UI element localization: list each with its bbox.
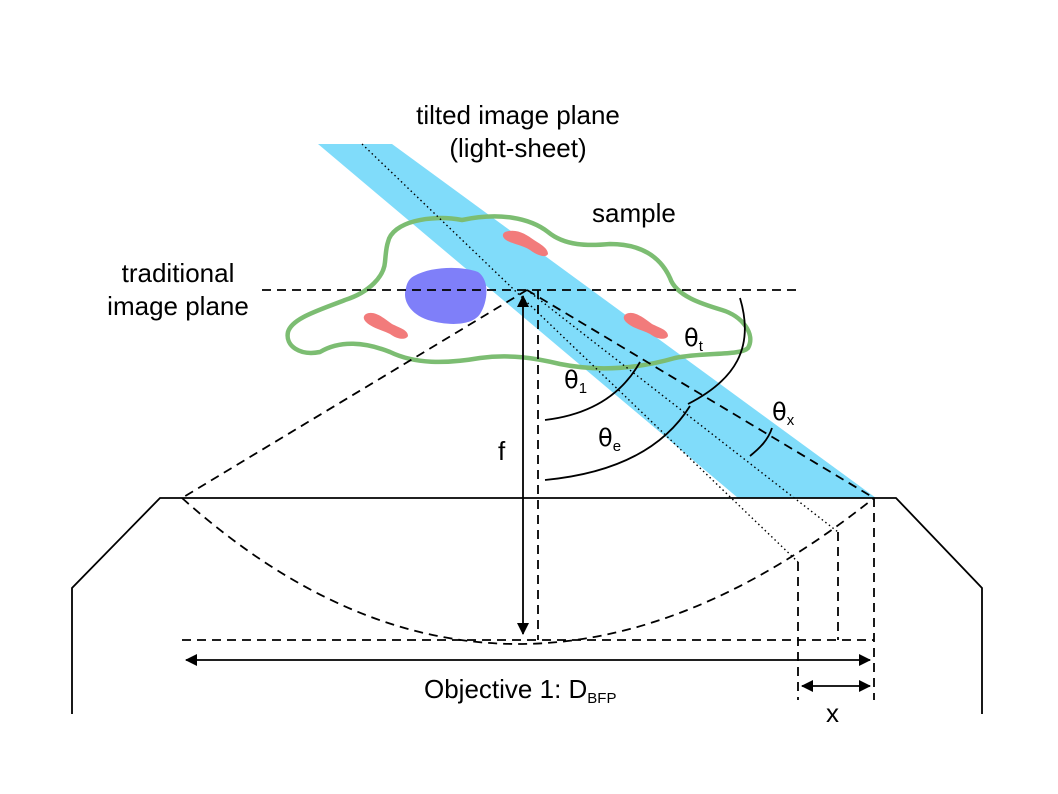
angle-arc-theta-1	[544, 361, 641, 421]
theta-1-subscript: 1	[579, 380, 587, 397]
angle-arc-theta-e	[544, 405, 691, 481]
organelle-right	[623, 312, 668, 339]
theta-x-symbol: θ	[772, 398, 787, 426]
angle-arc-theta-x	[749, 427, 773, 457]
tilted-image-plane-label-2: (light-sheet)	[449, 133, 586, 163]
objective-bfp-prefix: Objective 1: D	[424, 674, 587, 704]
organelle-top	[502, 230, 548, 257]
sample-label: sample	[592, 198, 676, 228]
tilted-image-plane-label-1: tilted image plane	[416, 100, 620, 130]
theta-e-subscript: e	[613, 438, 621, 455]
theta-x-subscript: x	[787, 412, 795, 429]
theta-t-symbol: θ	[684, 324, 699, 352]
nucleus	[404, 267, 487, 324]
x-label: x	[826, 698, 839, 728]
theta-t-subscript: t	[699, 338, 704, 355]
marginal-ray-left	[181, 289, 528, 499]
light-sheet-center-line	[361, 143, 799, 563]
angle-arc-theta-t	[687, 297, 746, 405]
objective-bfp-subscript: BFP	[587, 690, 616, 707]
organelle-left	[363, 312, 408, 339]
theta-1-symbol: θ	[564, 366, 579, 394]
traditional-image-plane-label-2: image plane	[107, 291, 249, 321]
theta-e-symbol: θ	[598, 424, 613, 452]
theta-t-label: θt	[684, 324, 704, 355]
sample-outline	[285, 214, 753, 371]
theta-e-label: θe	[598, 424, 621, 455]
traditional-image-plane-label-1: traditional	[122, 258, 235, 288]
marginal-ray-right	[526, 289, 875, 499]
theta-1-label: θ1	[564, 366, 587, 397]
theta-x-label: θx	[772, 398, 795, 429]
objective-bfp-label: Objective 1: DBFP	[424, 674, 616, 707]
light-sheet-band	[318, 144, 876, 498]
focal-length-label: f	[498, 436, 506, 466]
reference-sphere-arc	[181, 497, 875, 645]
